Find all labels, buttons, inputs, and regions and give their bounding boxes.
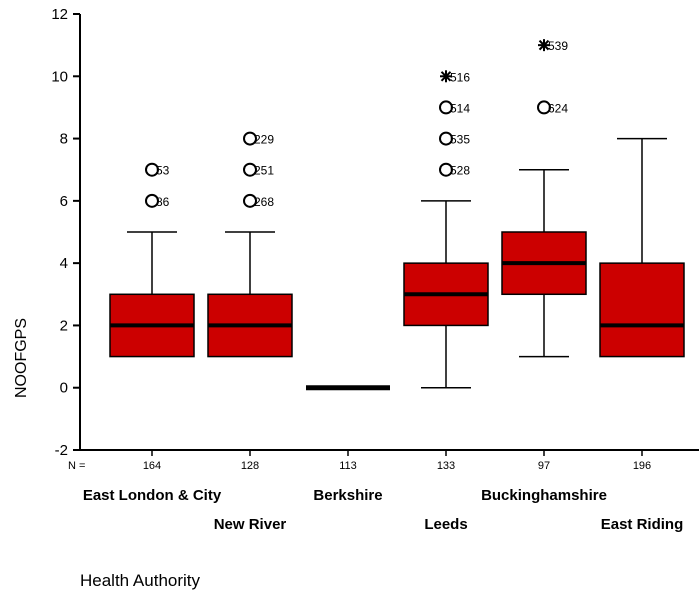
extreme-star — [538, 39, 550, 52]
outlier-label: 535 — [450, 133, 470, 147]
outlier-circle — [439, 162, 453, 177]
y-tick-label: 6 — [60, 193, 68, 210]
outlier-circle — [243, 193, 257, 208]
outlier-label: 268 — [254, 195, 274, 209]
n-count-label: 196 — [633, 460, 651, 472]
y-tick-label: 12 — [51, 6, 68, 23]
y-tick-label: -2 — [55, 442, 68, 459]
outlier-label: 229 — [254, 133, 274, 147]
category-label: Buckinghamshire — [481, 487, 607, 504]
outlier-label: 624 — [548, 101, 568, 115]
outlier-circle — [439, 100, 453, 115]
category-label: Leeds — [424, 516, 467, 533]
outlier-circle — [243, 162, 257, 177]
y-tick-label: 0 — [60, 380, 68, 397]
n-count-label: 97 — [538, 460, 550, 472]
outlier-circle — [145, 193, 159, 208]
outlier-label: 528 — [450, 164, 470, 178]
outlier-label: 86 — [156, 195, 170, 209]
outlier-circle — [439, 131, 453, 146]
outliers-group — [145, 39, 551, 208]
y-tick-label: 10 — [51, 68, 68, 85]
category-label: East Riding — [601, 516, 684, 533]
outlier-circle — [243, 131, 257, 146]
n-count-label: 113 — [339, 460, 357, 472]
boxes-group — [109, 137, 685, 391]
y-tick-label: 8 — [60, 131, 68, 148]
outlier-circle — [537, 100, 551, 115]
outlier-label: 539 — [548, 39, 568, 53]
category-label: New River — [214, 516, 287, 533]
outlier-label: 516 — [450, 70, 470, 84]
y-tick-label: 2 — [60, 317, 68, 334]
box-rect — [599, 262, 685, 358]
n-prefix-label: N = — [68, 460, 85, 472]
n-count-label: 164 — [143, 460, 161, 472]
star-stroke — [440, 71, 452, 82]
y-tick-label: 4 — [60, 255, 68, 272]
category-label: Berkshire — [313, 487, 382, 504]
star-stroke — [538, 39, 550, 51]
extreme-star — [440, 70, 452, 83]
x-axis-label: Health Authority — [80, 571, 201, 590]
n-count-label: 128 — [241, 460, 259, 472]
category-label: East London & City — [83, 487, 222, 504]
outlier-circle — [145, 162, 159, 177]
outlier-label: 53 — [156, 164, 170, 178]
y-axis-label: NOOFGPS — [13, 318, 30, 398]
outlier-label: 514 — [450, 101, 470, 115]
n-count-label: 133 — [437, 460, 455, 472]
outlier-label: 251 — [254, 164, 274, 178]
axes-group: -2 0 2 4 6 8 10 12 — [51, 6, 699, 459]
